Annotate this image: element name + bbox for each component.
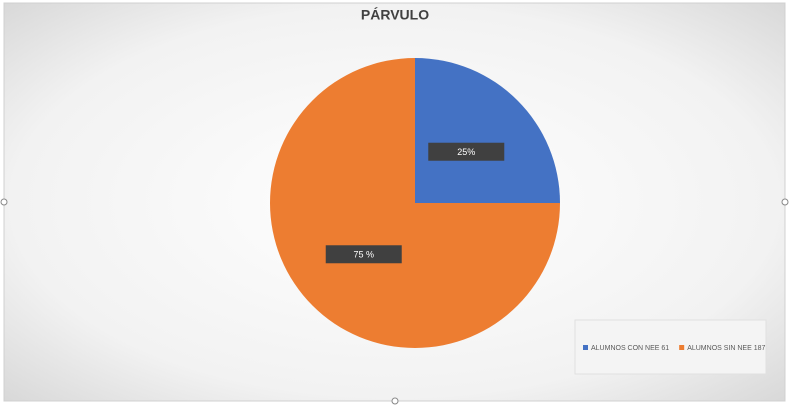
data-label: 75 % (353, 250, 374, 260)
chart-title: PÁRVULO (361, 7, 429, 23)
legend (574, 319, 767, 375)
data-label-box (325, 245, 402, 264)
legend-swatch (583, 345, 588, 350)
resize-handle[interactable] (391, 397, 399, 405)
data-label: 25% (457, 147, 475, 157)
legend-label: ALUMNOS SIN NEE 187 (687, 345, 765, 352)
data-label-box (428, 142, 505, 161)
resize-handle[interactable] (0, 198, 8, 206)
legend-label: ALUMNOS CON NEE 61 (591, 345, 669, 352)
pie-slice (270, 58, 560, 348)
resize-handle[interactable] (781, 198, 789, 206)
pie-slice (415, 58, 560, 203)
legend-swatch (679, 345, 685, 350)
